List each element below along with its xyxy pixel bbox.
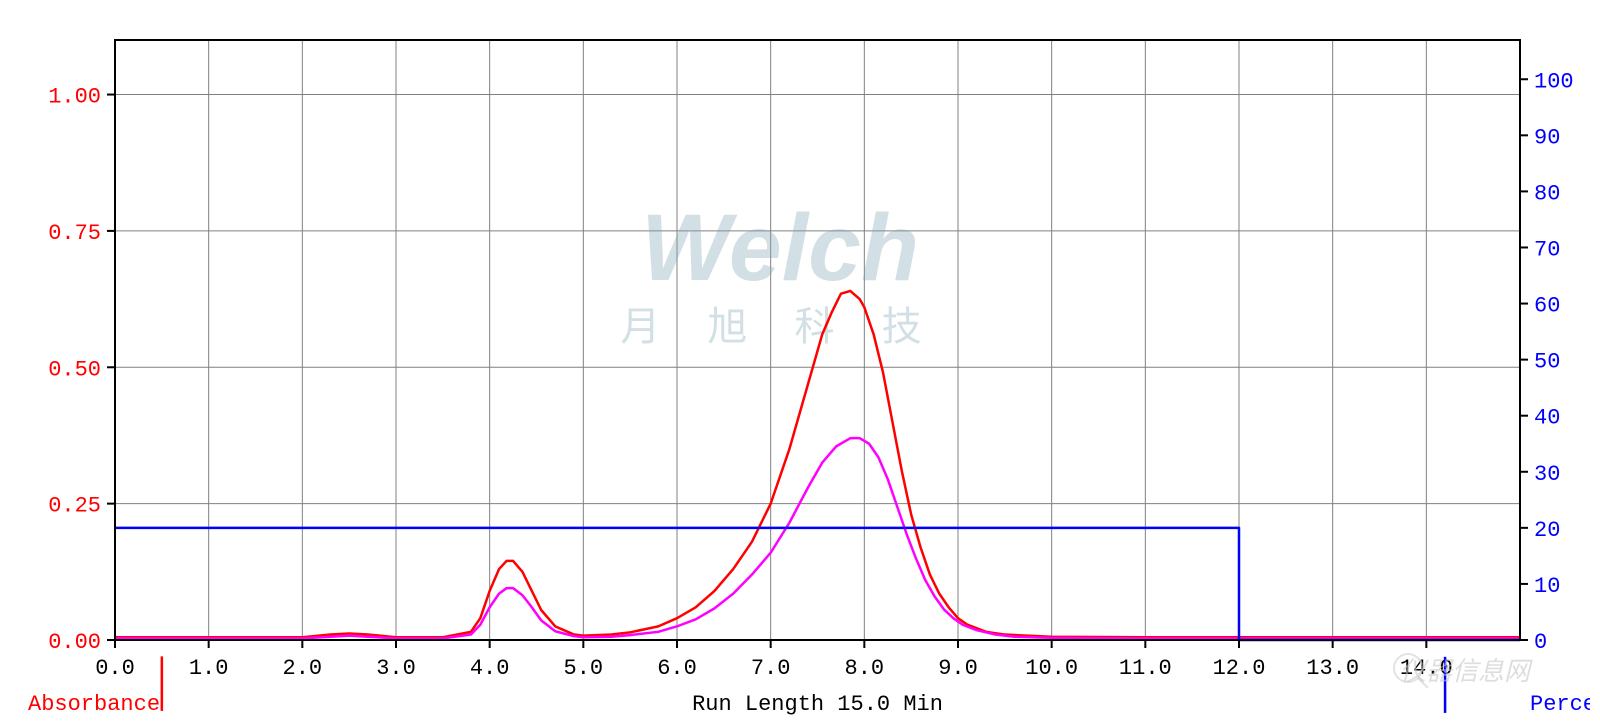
chart-svg: Welch月 旭 科 技 0.00 0.25 0.50 0.75 1.00 0 10 20 30 4… <box>10 10 1590 716</box>
y-right-tick-label: 20 <box>1534 518 1560 543</box>
chromatogram-chart: Welch月 旭 科 技 0.00 0.25 0.50 0.75 1.00 0 10 20 30 4… <box>10 10 1590 716</box>
watermark-cn: 月 旭 科 技 <box>620 305 939 349</box>
y-left-title: Absorbance <box>28 692 160 716</box>
x-tick-label: 13.0 <box>1306 656 1359 681</box>
y-left-tick-label: 0.00 <box>48 630 101 655</box>
chart-bg <box>10 10 1590 716</box>
x-tick-label: 8.0 <box>845 656 885 681</box>
x-tick-label: 5.0 <box>564 656 604 681</box>
watermark-en: Welch <box>641 195 919 301</box>
y-right-tick-label: 50 <box>1534 350 1560 375</box>
y-right-tick-label: 40 <box>1534 406 1560 431</box>
x-tick-label: 7.0 <box>751 656 791 681</box>
y-right-tick-label: 30 <box>1534 462 1560 487</box>
y-left-tick-label: 1.00 <box>48 85 101 110</box>
x-tick-label: 6.0 <box>657 656 697 681</box>
y-right-tick-label: 0 <box>1534 630 1547 655</box>
x-tick-label: 2.0 <box>283 656 323 681</box>
y-left-tick-label: 0.75 <box>48 221 101 246</box>
y-right-tick-label: 10 <box>1534 574 1560 599</box>
x-tick-label: 11.0 <box>1119 656 1172 681</box>
y-right-tick-label: 80 <box>1534 181 1560 206</box>
y-left-tick-label: 0.25 <box>48 494 101 519</box>
x-tick-label: 10.0 <box>1025 656 1078 681</box>
y-right-tick-label: 90 <box>1534 125 1560 150</box>
y-right-tick-label: 100 <box>1534 69 1574 94</box>
y-right-title: Percent B <box>1530 692 1590 716</box>
x-tick-label: 1.0 <box>189 656 229 681</box>
y-right-tick-label: 60 <box>1534 294 1560 319</box>
x-tick-label: 9.0 <box>938 656 978 681</box>
y-right-tick-label: 70 <box>1534 237 1560 262</box>
x-tick-label: 4.0 <box>470 656 510 681</box>
x-axis-title: Run Length 15.0 Min <box>692 692 943 716</box>
x-tick-label: 3.0 <box>376 656 416 681</box>
x-tick-label: 0.0 <box>95 656 135 681</box>
y-left-tick-label: 0.50 <box>48 357 101 382</box>
x-tick-label: 12.0 <box>1213 656 1266 681</box>
